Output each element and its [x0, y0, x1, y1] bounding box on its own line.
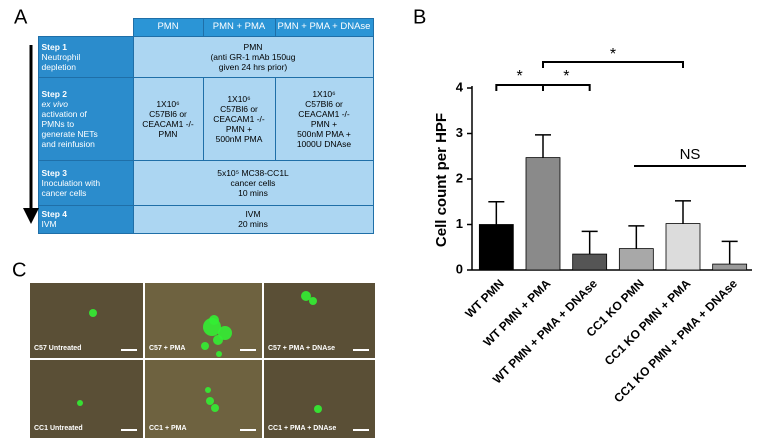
step-desc: Neutrophil: [41, 51, 81, 62]
micrograph: [30, 360, 143, 438]
green-spot: [211, 404, 219, 412]
green-spot: [89, 309, 97, 317]
green-spot: [77, 400, 83, 406]
step-title: Step 4: [41, 209, 68, 219]
bar: [572, 253, 608, 271]
step-desc: cancer cells: [41, 187, 87, 198]
header-text: PMN + PMA: [212, 21, 266, 32]
bar: [665, 223, 701, 271]
header-text: PMN + PMA + DNAse: [277, 21, 371, 32]
arrow-head: [23, 208, 39, 224]
micrograph: [264, 283, 375, 358]
table-cell: 1X10⁶ C57Bl6 or CEACAM1 -/- PMN: [132, 76, 204, 161]
y-tick-label: 2: [456, 170, 463, 185]
green-spot: [201, 342, 209, 350]
table-cell: 5x10⁵ MC38-CC1L cancer cells 10 mins: [132, 159, 374, 206]
green-spot: [205, 387, 211, 393]
image-label: CC1 Untreated: [34, 425, 83, 432]
cell-text: cancer cells: [230, 177, 276, 188]
step-desc: activation of: [41, 108, 87, 119]
green-spot: [309, 297, 317, 305]
y-tick-label: 4: [456, 79, 464, 94]
significance-label: *: [610, 46, 616, 63]
cell-text: PMN: [158, 128, 178, 139]
y-tick-label: 0: [456, 261, 463, 276]
step-desc: IVM: [41, 219, 57, 229]
cell-text: 1000U DNAse: [296, 138, 352, 149]
bar: [712, 263, 748, 271]
green-spot: [213, 335, 223, 345]
header-text: PMN: [157, 21, 179, 32]
table-cell: 1X10⁶ C57Bl6 or CEACAM1 -/- PMN +500nM PMA …: [274, 76, 374, 161]
step-title: Step 2: [41, 88, 68, 99]
panel-letter: A: [14, 6, 28, 28]
cell-text: C57Bl6 or: [149, 108, 187, 119]
step-cell: Step 1 Neutrophil depletion: [37, 35, 134, 78]
significance-label: *: [563, 68, 569, 85]
green-spot: [206, 397, 214, 405]
ns-label: NS: [680, 146, 701, 163]
cell-text: 1X10⁶: [156, 98, 180, 109]
step-desc: Inoculation with: [41, 177, 101, 188]
cell-text: C57Bl6 or: [220, 103, 258, 114]
step-desc: generate NETs: [41, 128, 98, 139]
significance-label: *: [517, 68, 523, 85]
step-title: Step 1: [41, 41, 68, 52]
significance-bracket: [542, 84, 591, 91]
image-label: CC1 + PMA: [149, 425, 187, 432]
panel-letter: B: [413, 6, 426, 28]
step-desc: depletion: [41, 61, 77, 72]
cell-text: CEACAM1 -/-: [142, 118, 194, 129]
step-desc: PMNs to: [41, 118, 75, 129]
significance-bracket: [542, 61, 684, 68]
y-tick-label: 1: [456, 216, 463, 231]
cell-text: 1X10⁶: [312, 88, 336, 99]
cell-text: C57Bl6 or: [305, 98, 343, 109]
cell-text: 5x10⁵ MC38-CC1L: [217, 167, 289, 178]
cell-text: 500nM PMA +: [297, 128, 351, 139]
x-tick-label: WT PMN: [462, 276, 506, 320]
cell-text: IVM: [245, 209, 261, 219]
x-tick-label: CC1 KO PMN + PMA: [602, 276, 694, 368]
cell-text: PMN +: [310, 118, 338, 129]
image-label: CC1 + PMA + DNAse: [268, 425, 336, 432]
cell-text: 20 mins: [238, 219, 268, 229]
table-cell: PMN (anti GR-1 mAb 150ug given 24 hrs prio…: [132, 35, 374, 78]
cell-text: CEACAM1 -/-: [298, 108, 350, 119]
protocol-table: PMN PMN + PMA PMN + PMA + DNAse Step 1 Neutr…: [37, 17, 374, 234]
step-title: Step 3: [41, 167, 68, 178]
significance-bracket: [495, 84, 544, 91]
table-cell: IVM 20 mins: [132, 204, 374, 234]
panel-letter: C: [12, 259, 26, 281]
bar: [525, 157, 561, 271]
cell-text: (anti GR-1 mAb 150ug: [210, 51, 296, 62]
cell-text: given 24 hrs prior): [218, 61, 288, 72]
cell-text: 10 mins: [238, 187, 268, 198]
cell-text: PMN +: [225, 123, 253, 134]
step-cell: Step 4 IVM: [37, 204, 134, 234]
green-spot: [314, 405, 322, 413]
cell-text: 1X10⁶: [227, 93, 251, 104]
green-spot: [301, 291, 311, 301]
green-spot: [209, 315, 219, 325]
step-desc: ex vivo: [41, 98, 68, 109]
micrograph: [30, 283, 143, 358]
cell-text: 500nM PMA: [215, 133, 263, 144]
cell-text: PMN: [243, 41, 263, 52]
image-label: C57 + PMA: [149, 345, 185, 352]
bar: [618, 248, 654, 271]
corner: [37, 17, 134, 37]
y-axis-label: Cell count per HPF: [433, 113, 450, 247]
step-desc: and reinfusion: [41, 138, 95, 149]
micrograph: [145, 360, 262, 438]
image-label: C57 Untreated: [34, 345, 81, 352]
bar: [478, 224, 514, 271]
image-label: C57 + PMA + DNAse: [268, 345, 335, 352]
micrograph: [264, 360, 375, 438]
cell-text: CEACAM1 -/-: [213, 113, 265, 124]
y-tick-label: 3: [456, 125, 463, 140]
green-spot: [216, 351, 222, 357]
